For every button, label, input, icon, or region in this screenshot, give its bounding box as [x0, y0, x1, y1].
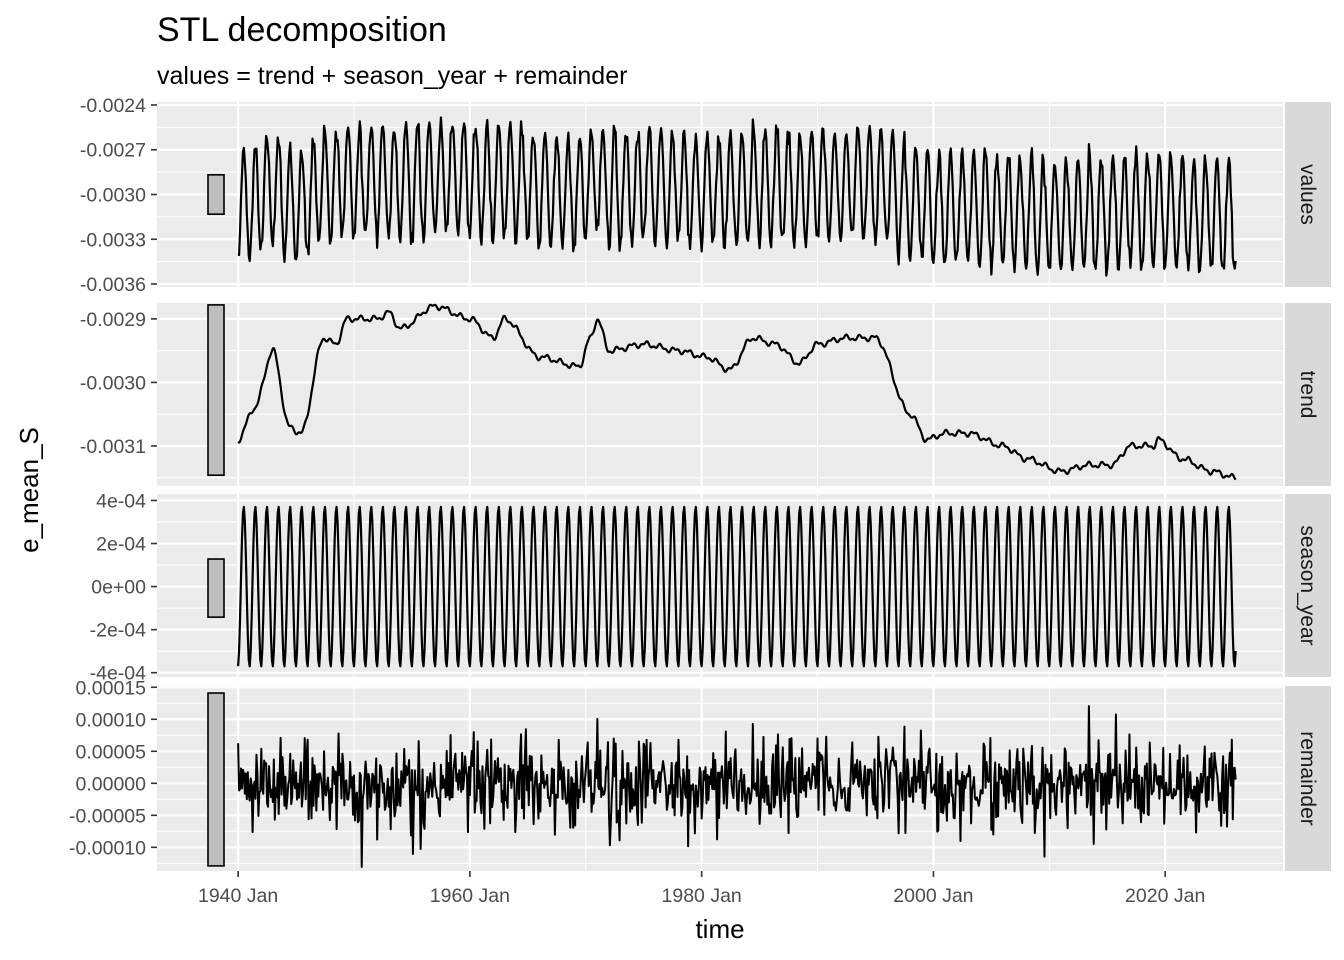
- facet-strip: [1285, 102, 1331, 287]
- y-tick-label: 0e+00: [91, 577, 146, 599]
- x-axis-title: time: [695, 914, 744, 944]
- panel-values: -0.0024 -0.0027 -0.0030 -0.0033 -0.0036 value…: [80, 95, 1331, 296]
- y-tick-label: -0.0036: [80, 274, 146, 296]
- facet-strip-label: season_year: [1296, 525, 1319, 645]
- panel-season_year: 4e-04 2e-04 0e+00 -2e-04 -4e-04 season_year: [90, 490, 1331, 685]
- scale-bar: [207, 304, 225, 476]
- y-tick-label: -0.0027: [80, 140, 146, 162]
- y-tick-label: -0.0029: [80, 309, 146, 331]
- y-tick-label: 0.00015: [76, 677, 147, 699]
- x-tick-label: 1960 Jan: [430, 885, 510, 907]
- facet-strip: [1285, 303, 1331, 486]
- y-tick-label: 2e-04: [96, 534, 146, 556]
- chart-subtitle: values = trend + season_year + remainder: [157, 62, 627, 90]
- panel-trend: -0.0029 -0.0030 -0.0031 trend: [80, 303, 1331, 486]
- facet-strip: [1285, 494, 1331, 677]
- panel-background: [157, 303, 1283, 486]
- series-line-remainder: [237, 705, 1237, 868]
- y-tick-label: -2e-04: [90, 620, 147, 642]
- y-axis-title: e_mean_S: [14, 427, 44, 553]
- facet-strip-label: trend: [1296, 371, 1319, 419]
- y-tick-label: -0.0031: [80, 436, 146, 458]
- series-line-season_year: [237, 505, 1237, 668]
- y-tick-label: -0.0024: [80, 95, 146, 117]
- series-line-trend: [237, 303, 1237, 481]
- y-tick-label: -0.0030: [80, 185, 146, 207]
- y-tick-label: -0.00005: [69, 805, 146, 827]
- y-tick-label: 0.00000: [76, 773, 147, 795]
- chart-title: STL decomposition: [157, 11, 447, 49]
- facet-panels: -0.0024 -0.0027 -0.0030 -0.0033 -0.0036 value…: [69, 95, 1331, 871]
- scale-bar: [207, 692, 225, 867]
- y-tick-label: -0.00010: [69, 837, 146, 859]
- scale-bar: [207, 558, 225, 618]
- scale-bar: [207, 174, 225, 215]
- y-tick-label: 4e-04: [96, 490, 146, 512]
- facet-strip-label: remainder: [1296, 731, 1319, 826]
- x-tick-label: 1940 Jan: [198, 885, 278, 907]
- x-tick-label: 2020 Jan: [1125, 885, 1205, 907]
- x-tick-label: 1980 Jan: [662, 885, 742, 907]
- y-tick-label: -0.0033: [80, 229, 146, 251]
- series-line-values: [237, 116, 1237, 277]
- y-tick-label: 0.00005: [76, 741, 147, 763]
- panel-remainder: 0.00015 0.00010 0.00005 0.00000 -0.00005 -0.0…: [69, 677, 1331, 871]
- y-tick-label: -0.0030: [80, 372, 146, 394]
- y-tick-label: -4e-04: [90, 663, 147, 685]
- x-tick-label: 2000 Jan: [893, 885, 973, 907]
- facet-strip: [1285, 686, 1331, 871]
- facet-strip-label: values: [1296, 164, 1319, 225]
- y-tick-label: 0.00010: [76, 709, 147, 731]
- x-axis: 1940 Jan 1960 Jan 1980 Jan 2000 Jan 2020 Jan: [198, 871, 1205, 907]
